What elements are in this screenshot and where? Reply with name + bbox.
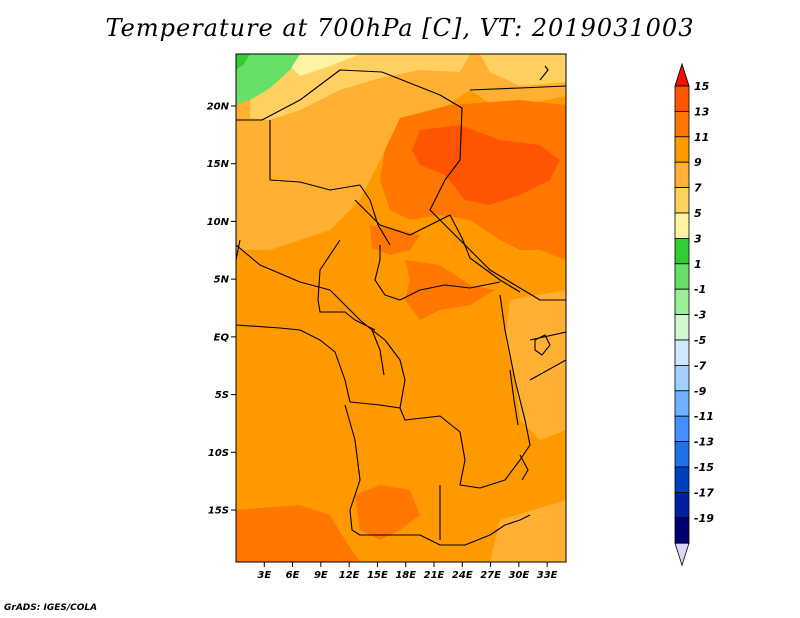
field-southeast-light [490, 500, 566, 562]
lat-tick-label: EQ [214, 332, 230, 343]
country-borders [236, 65, 566, 546]
lat-tick-label: 15S [208, 506, 229, 517]
field-north-lighter-2 [480, 54, 566, 86]
credit-text: GrADS: IGES/COLA [4, 603, 98, 613]
colorbar-swatch [674, 390, 690, 417]
border-line [354, 199, 521, 293]
border-line [317, 239, 376, 331]
colorbar-swatch [674, 111, 690, 138]
field-warm-central [405, 260, 495, 320]
lat-tick-label: 10S [208, 448, 229, 459]
colorbar-label: -3 [694, 309, 707, 322]
colorbar-label: 3 [694, 232, 702, 245]
temperature-field [236, 54, 566, 562]
field-south-warm-2 [355, 485, 420, 540]
colorbar-swatch [674, 517, 690, 544]
colorbar-label: -7 [694, 359, 707, 372]
map-frame [235, 53, 567, 563]
lon-tick-label: 15E [367, 570, 388, 581]
colorbar-swatch [674, 263, 690, 290]
colorbar-label: 5 [694, 207, 702, 220]
colorbar-label: -5 [694, 334, 707, 347]
colorbar-swatch [674, 441, 690, 468]
color-legend: 15 13 11 9 7 5 3 1 -1 -3 -5 -7 -9 -11 -13 -15 -17 -19 [674, 62, 714, 567]
lon-tick-label: 30E [508, 570, 529, 581]
colorbar-swatch [674, 237, 690, 265]
lake-outline [534, 334, 551, 356]
map-title: Temperature at 700hPa [C], VT: 201903100… [105, 14, 695, 42]
border-line [539, 65, 549, 81]
lon-tick-label: 9E [314, 570, 328, 581]
lon-tick-label: 3E [257, 570, 271, 581]
field-northwest-green-dark [236, 54, 250, 70]
colorbar-swatch [674, 491, 690, 519]
colorbar-swatch [674, 288, 690, 316]
colorbar-label: -19 [694, 512, 714, 525]
coastline [236, 239, 241, 261]
field-south-warm [236, 505, 360, 562]
field-hot-core [412, 125, 560, 205]
colorbar-label: -11 [694, 410, 714, 423]
field-northwest-green [236, 54, 300, 104]
border-line [236, 69, 566, 301]
colorbar-label: 13 [694, 105, 710, 118]
colorbar-label: -9 [694, 385, 707, 398]
colorbar-swatch [674, 339, 690, 366]
colorbar-swatch [674, 415, 690, 443]
border-line [374, 245, 501, 301]
colorbar-swatch [674, 212, 690, 239]
border-line [469, 85, 566, 91]
colorbar-label: 15 [694, 80, 710, 93]
border-line [371, 329, 521, 489]
border-line [529, 331, 566, 341]
colorbar-label: 1 [694, 258, 702, 271]
lake-outline [509, 369, 519, 426]
colorbar-label: -15 [694, 461, 714, 474]
lon-tick-label: 18E [395, 570, 416, 581]
colorbar-label: -13 [694, 436, 714, 449]
colorbar-swatch [674, 136, 690, 163]
coastline [236, 324, 351, 403]
lat-tick-label: 15N [207, 159, 230, 170]
colorbar-swatch [674, 314, 690, 341]
lat-tick-label: 10N [207, 217, 230, 228]
border-line [269, 120, 391, 246]
latitude-axis: 20N 15N 10N 5N EQ 5S 10S 15S [207, 101, 236, 517]
border-line [499, 294, 531, 461]
border-line [344, 404, 531, 546]
lon-tick-label: 21E [424, 570, 445, 581]
colorbar-top-arrow [674, 62, 690, 87]
lon-tick-label: 27E [480, 570, 501, 581]
field-north-light [236, 54, 566, 250]
lon-tick-label: 12E [339, 570, 360, 581]
colorbar-swatch [674, 364, 690, 392]
border-line [529, 359, 566, 381]
colorbar-swatch [674, 187, 690, 214]
longitude-axis: 3E 6E 9E 12E 15E 18E 21E 24E 27E 30E 33E [257, 562, 558, 581]
border-line [236, 244, 385, 376]
lat-tick-label: 5N [214, 275, 230, 286]
colorbar-label: -17 [694, 486, 714, 499]
colorbar-bottom-arrow [674, 542, 690, 567]
colorbar-label: 7 [694, 182, 702, 195]
lon-tick-label: 6E [286, 570, 300, 581]
lon-tick-label: 24E [452, 570, 473, 581]
colorbar-swatch [674, 466, 690, 493]
colorbar-swatch [674, 85, 690, 112]
colorbar-label: 9 [694, 156, 702, 169]
colorbar-label: -1 [694, 283, 706, 296]
colorbar-label: 11 [694, 131, 709, 144]
lon-tick-label: 33E [537, 570, 558, 581]
lat-tick-label: 5S [215, 390, 229, 401]
field-north-pale [288, 54, 360, 76]
lat-tick-label: 20N [207, 101, 230, 112]
lake-outline [519, 454, 529, 481]
colorbar-swatch [674, 161, 690, 188]
border-line [349, 401, 401, 409]
